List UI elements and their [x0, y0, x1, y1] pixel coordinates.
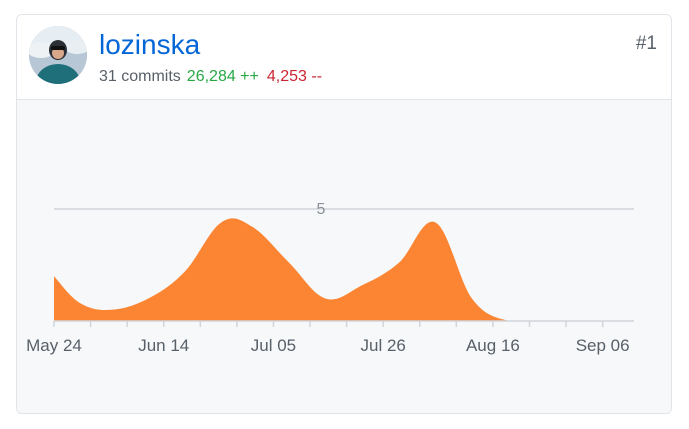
y-tick-label: 5: [317, 201, 326, 218]
user-avatar-photo-icon: [29, 26, 87, 84]
contribution-chart: 5 May 24 Jun 14 Jul 05 Jul 26 Aug 16 Sep 06: [17, 100, 671, 413]
additions-count: 26,284 ++: [186, 68, 259, 85]
x-tick-label: Jul 05: [251, 336, 296, 355]
x-tick-label: Jul 26: [361, 336, 406, 355]
x-tick-label: Aug 16: [466, 336, 520, 355]
commit-count: 31 commits: [99, 68, 181, 85]
deletions-count: 4,253 --: [266, 68, 323, 85]
username-link[interactable]: lozinska: [99, 29, 201, 60]
commits-area: [54, 218, 619, 321]
avatar[interactable]: [29, 26, 87, 84]
x-tick-label: Jun 14: [138, 336, 189, 355]
contributor-card: lozinska 31 commits 26,284 ++ 4,253 -- #1 …: [16, 14, 672, 414]
contribution-stats: 31 commits 26,284 ++ 4,253 --: [99, 67, 322, 87]
contributor-header: lozinska 31 commits 26,284 ++ 4,253 -- #1: [17, 15, 671, 100]
area-chart: 5 May 24 Jun 14 Jul 05 Jul 26 Aug 16 Sep 06: [26, 201, 634, 355]
contributor-rank: #1: [635, 33, 657, 54]
x-tick-label: Sep 06: [576, 336, 630, 355]
x-tick-label: May 24: [26, 336, 82, 355]
